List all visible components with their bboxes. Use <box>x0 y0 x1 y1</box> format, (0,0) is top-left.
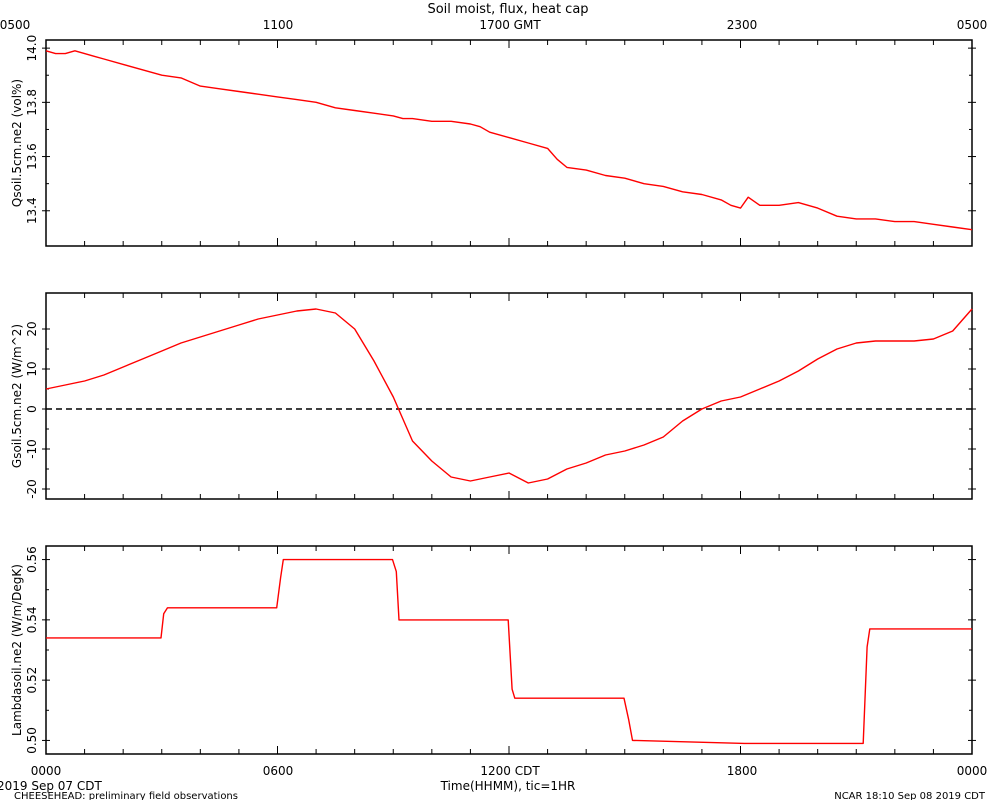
top-tick-label: 0500 <box>957 18 988 32</box>
top-tick-label: 0500 <box>0 18 30 32</box>
y-tick-label: 0.52 <box>25 667 39 694</box>
y-tick-label: -10 <box>25 439 39 459</box>
y-axis-label: Gsoil.5cm.ne2 (W/m^2) <box>10 324 24 468</box>
chart-title: Soil moist, flux, heat cap <box>427 2 588 17</box>
timestamp-label: NCAR 18:10 Sep 08 2019 CDT <box>834 791 986 800</box>
top-tick-label: 2300 <box>727 18 758 32</box>
y-axis-label: Lambdasoil.ne2 (W/m/DegK) <box>10 564 24 736</box>
top-axis-ticks: 0500 1100 1700 GMT 2300 0500 <box>0 18 987 32</box>
y-tick-label: 13.6 <box>25 143 39 170</box>
y-tick-label: 20 <box>25 321 39 336</box>
y-tick-label: 0.56 <box>25 546 39 573</box>
y-axis-label: Qsoil.5cm.ne2 (vol%) <box>10 79 24 207</box>
y-tick-label: 13.4 <box>25 197 39 224</box>
y-tick-label: 0.50 <box>25 727 39 754</box>
y-tick-label: 10 <box>25 361 39 376</box>
series-line <box>45 50 973 231</box>
y-tick-label: 14.0 <box>25 35 39 62</box>
bottom-tick-label: 1200 CDT <box>480 764 540 778</box>
source-label: CHEESEHEAD: preliminary field observatio… <box>14 791 238 800</box>
plot-frame <box>45 292 973 500</box>
bottom-axis-ticks: 0000 0600 1200 CDT 1800 0000 <box>31 764 988 778</box>
y-tick-label: -20 <box>25 479 39 499</box>
x-axis-label: Time(HHMM), tic=1HR <box>440 779 576 793</box>
top-tick-label: 1700 GMT <box>479 18 541 32</box>
y-tick-label: 13.8 <box>25 89 39 116</box>
y-tick-label: 0 <box>25 405 39 413</box>
bottom-tick-label: 0600 <box>263 764 294 778</box>
y-tick-label: 0.54 <box>25 606 39 633</box>
chart-panel-1: 13.4 13.6 13.8 14.0 Qsoil.5cm.ne2 (vol%) <box>10 35 976 247</box>
series-line <box>45 308 973 484</box>
series-line <box>46 558 972 745</box>
bottom-tick-label: 1800 <box>727 764 758 778</box>
date-label: 2019 Sep 07 CDT <box>0 779 102 793</box>
bottom-tick-label: 0000 <box>957 764 988 778</box>
plot-frame <box>45 545 973 755</box>
bottom-tick-label: 0000 <box>31 764 62 778</box>
top-tick-label: 1100 <box>263 18 294 32</box>
